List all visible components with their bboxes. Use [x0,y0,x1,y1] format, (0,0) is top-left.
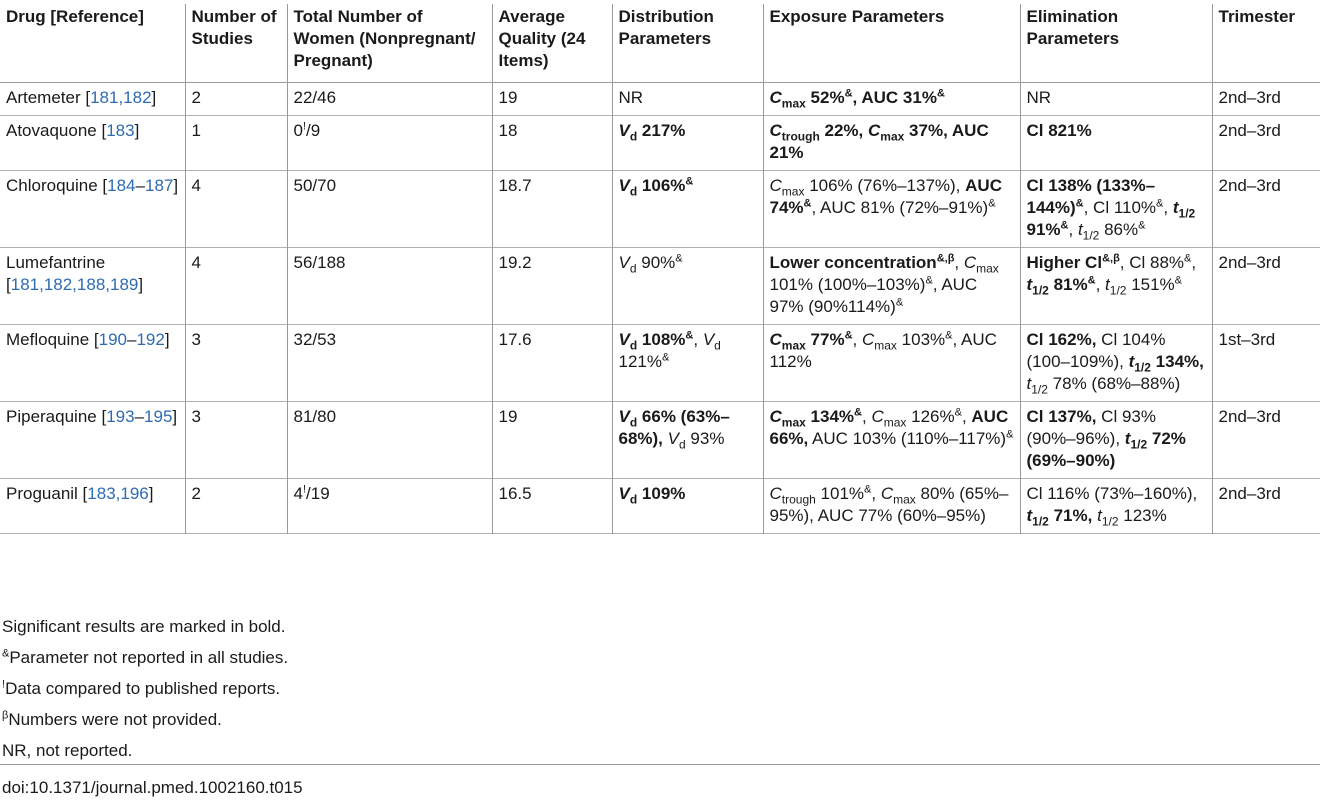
quality-cell: 18 [492,115,613,171]
distribution-cell: Vd 90%& [612,247,764,325]
elimination-cell: Cl 116% (73%–160%), t1/2 71%, t1/2 123% [1020,478,1213,534]
drug-cell: Chloroquine [184–187] [0,170,186,248]
women-cell: 4!/19 [287,478,493,534]
drug-cell: Lumefantrine [181,182,188,189] [0,247,186,325]
studies-cell: 3 [185,324,288,402]
women-cell: 56/188 [287,247,493,325]
footnote-bold: Significant results are marked in bold. [2,617,286,636]
footnote-nr: NR, not reported. [2,741,133,760]
drug-cell: Mefloquine [190–192] [0,324,186,402]
table-row: Proguanil [183,196] 2 4!/19 16.5 Vd 109%… [0,478,1320,534]
quality-cell: 19.2 [492,247,613,325]
footnote-amp: &Parameter not reported in all studies. [2,647,289,667]
table-row: Mefloquine [190–192] 3 32/53 17.6 Vd 108… [0,324,1320,402]
reference-link[interactable]: 192 [136,330,165,349]
distribution-cell: NR [612,82,764,116]
footnote-excl: !Data compared to published reports. [2,678,281,698]
reference-link[interactable]: 195 [144,407,173,426]
reference-link[interactable]: 184 [107,176,136,195]
header-drug: Drug [Reference] [0,4,186,83]
drug-cell: Proguanil [183,196] [0,478,186,534]
distribution-cell: Vd 106%& [612,170,764,248]
distribution-cell: Vd 108%&, Vd 121%& [612,324,764,402]
distribution-cell: Vd 109% [612,478,764,534]
distribution-cell: Vd 66% (63%–68%), Vd 93% [612,401,764,479]
quality-cell: 18.7 [492,170,613,248]
table-header-row: Drug [Reference] Number of Studies Total… [0,4,1320,83]
exposure-cell: Cmax 52%&, AUC 31%& [763,82,1021,116]
table-row: Atovaquone [183] 1 0!/9 18 Vd 217% Ctrou… [0,115,1320,171]
reference-link[interactable]: 187 [144,176,174,195]
exposure-cell: Ctrough 101%&, Cmax 80% (65%–95%), AUC 7… [763,478,1021,534]
studies-cell: 1 [185,115,288,171]
trimester-cell: 2nd–3rd [1218,484,1281,503]
divider [0,764,1320,765]
header-quality: Average Quality (24 Items) [492,4,613,83]
trimester-cell: 2nd–3rd [1218,253,1281,272]
table-row: Lumefantrine [181,182,188,189] 4 56/188 … [0,247,1320,325]
reference-link[interactable]: 183,196 [87,484,149,503]
studies-cell: 3 [185,401,288,479]
elimination-cell: NR [1020,82,1213,116]
exposure-cell: Ctrough 22%, Cmax 37%, AUC 21% [763,115,1021,171]
header-elimination: Elimination Parameters [1020,4,1213,83]
trimester-cell: 1st–3rd [1218,330,1276,349]
women-cell: 32/53 [287,324,493,402]
footnote-beta: βNumbers were not provided. [2,709,222,729]
reference-link[interactable]: 181,182,188,189 [10,275,139,294]
studies-cell: 4 [185,247,288,325]
doi-label: doi:10.1371/journal.pmed.1002160.t015 [2,778,303,797]
reference-link[interactable]: 193 [106,407,135,426]
exposure-cell: Cmax 134%&, Cmax 126%&, AUC 66%, AUC 103… [763,401,1021,479]
quality-cell: 19 [492,82,613,116]
distribution-cell: Vd 217% [612,115,764,171]
table-row: Artemeter [181,182] 2 22/46 19 NR Cmax 5… [0,82,1320,116]
header-distribution: Distribution Parameters [612,4,764,83]
reference-link[interactable]: 181,182 [90,88,152,107]
table-row: Piperaquine [193–195] 3 81/80 19 Vd 66% … [0,401,1320,479]
exposure-cell: Lower concentration&,β, Cmax 101% (100%–… [763,247,1021,325]
drug-cell: Artemeter [181,182] [0,82,186,116]
studies-cell: 2 [185,82,288,116]
header-studies: Number of Studies [185,4,288,83]
reference-link[interactable]: 190 [98,330,127,349]
studies-cell: 4 [185,170,288,248]
women-cell: 22/46 [287,82,493,116]
header-exposure: Exposure Parameters [763,4,1021,83]
elimination-cell: Cl 137%, Cl 93% (90%–96%), t1/2 72% (69%… [1020,401,1213,479]
reference-link[interactable]: 183 [106,121,135,140]
header-women: Total Number of Women (Nonpregnant/ Preg… [287,4,493,83]
elimination-cell: Cl 162%, Cl 104% (100–109%), t1/2 134%, … [1020,324,1213,402]
quality-cell: 16.5 [492,478,613,534]
header-trimester: Trimester [1218,7,1296,26]
trimester-cell: 2nd–3rd [1218,176,1281,195]
elimination-cell: Higher Cl&,β, Cl 88%&, t1/2 81%&, t1/2 1… [1020,247,1213,325]
trimester-cell: 2nd–3rd [1218,407,1281,426]
table-row: Chloroquine [184–187] 4 50/70 18.7 Vd 10… [0,170,1320,248]
pharmacokinetics-table: Drug [Reference] Number of Studies Total… [0,4,1320,534]
quality-cell: 17.6 [492,324,613,402]
quality-cell: 19 [492,401,613,479]
drug-cell: Atovaquone [183] [0,115,186,171]
exposure-cell: Cmax 106% (76%–137%), AUC 74%&, AUC 81% … [763,170,1021,248]
elimination-cell: Cl 138% (133%–144%)&, Cl 110%&, t1/2 91%… [1020,170,1213,248]
women-cell: 50/70 [287,170,493,248]
table-footnotes: Significant results are marked in bold. … [2,616,288,771]
drug-cell: Piperaquine [193–195] [0,401,186,479]
exposure-cell: Cmax 77%&, Cmax 103%&, AUC 112% [763,324,1021,402]
women-cell: 81/80 [287,401,493,479]
studies-cell: 2 [185,478,288,534]
women-cell: 0!/9 [287,115,493,171]
trimester-cell: 2nd–3rd [1218,88,1281,107]
trimester-cell: 2nd–3rd [1218,121,1281,140]
elimination-cell: Cl 821% [1020,115,1213,171]
